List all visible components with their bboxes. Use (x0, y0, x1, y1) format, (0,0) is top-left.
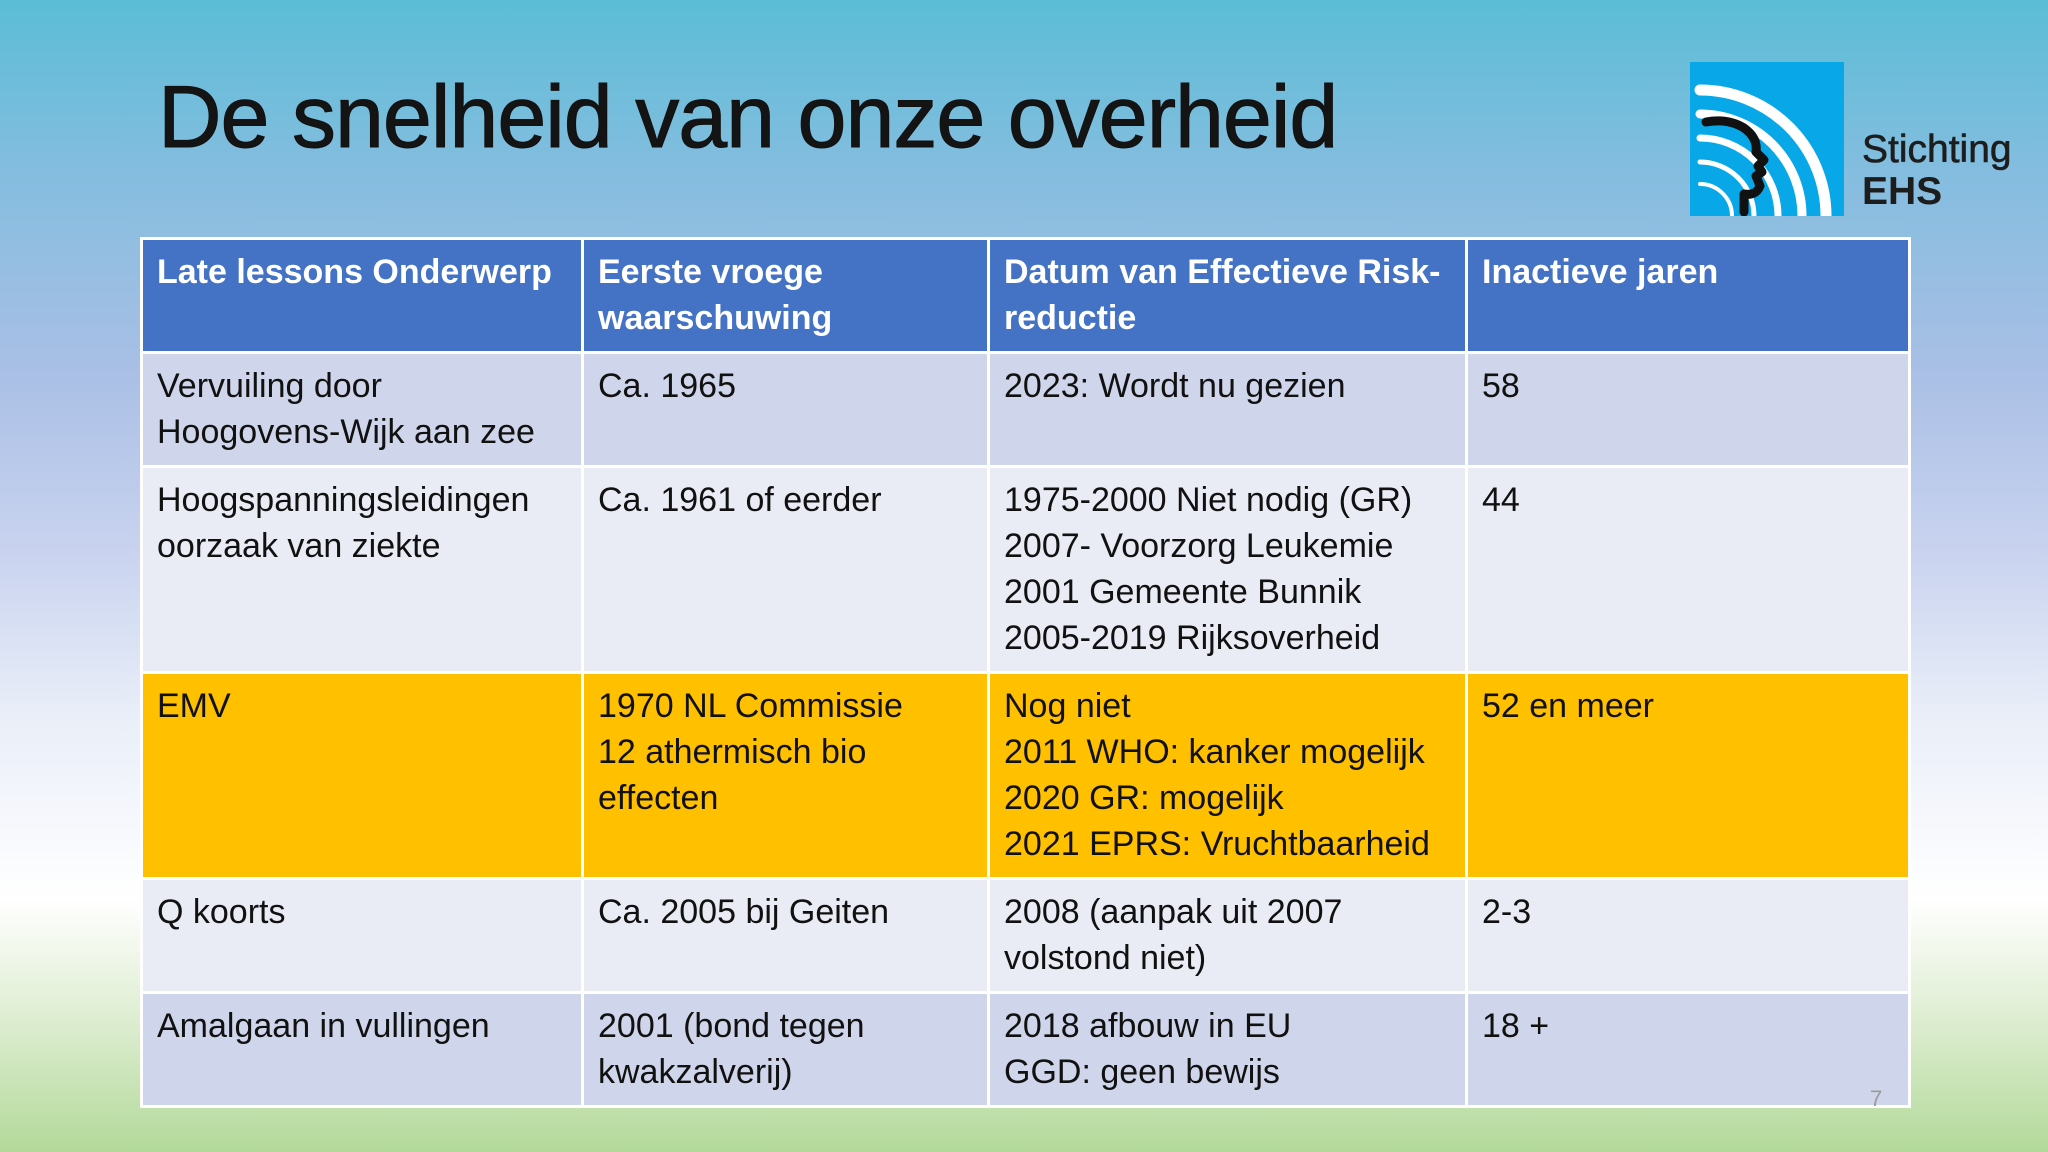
header-line: reductie (1004, 299, 1137, 337)
cell-line: Ca. 1965 (598, 367, 736, 405)
cell-line: 2005-2019 Rijksoverheid (1004, 619, 1381, 657)
cell-line: Nog niet (1004, 687, 1131, 725)
header-line: Late lessons Onderwerp (157, 253, 552, 291)
cell-line: 1975-2000 Niet nodig (GR) (1004, 481, 1413, 519)
logo-line-2: EHS (1862, 170, 1943, 213)
cell-line: Vervuiling door (157, 367, 382, 405)
cell-line: Hoogspanningsleidingen (157, 481, 530, 519)
cell-inactieve-jaren: 18 + (1465, 991, 1911, 1108)
cell-eerste-waarschuwing: Ca. 1965 (581, 351, 990, 468)
cell-inactieve-jaren: 58 (1465, 351, 1911, 468)
header-onderwerp: Late lessons Onderwerp (140, 237, 584, 354)
cell-line: 2020 GR: mogelijk (1004, 779, 1284, 817)
cell-line: 2008 (aanpak uit 2007 (1004, 893, 1343, 931)
cell-line: Amalgaan in vullingen (157, 1007, 490, 1045)
cell-line: kwakzalverij) (598, 1053, 793, 1091)
cell-onderwerp: Hoogspanningsleidingen oorzaak van ziekt… (140, 465, 584, 674)
cell-line: 44 (1482, 481, 1520, 519)
header-line: Inactieve jaren (1482, 253, 1719, 291)
cell-line: Q koorts (157, 893, 286, 931)
cell-line: effecten (598, 779, 719, 817)
header-line: Eerste vroege (598, 253, 823, 291)
cell-line: oorzaak van ziekte (157, 527, 441, 565)
cell-datum-risk-reductie: Nog niet 2011 WHO: kanker mogelijk 2020 … (987, 671, 1468, 880)
table-row: Amalgaan in vullingen 2001 (bond tegen k… (140, 991, 1911, 1108)
cell-line: 58 (1482, 367, 1520, 405)
cell-line: 18 + (1482, 1007, 1550, 1045)
cell-datum-risk-reductie: 2008 (aanpak uit 2007 volstond niet) (987, 877, 1468, 994)
cell-line: 12 athermisch bio (598, 733, 867, 771)
cell-line: Hoogovens-Wijk aan zee (157, 413, 535, 451)
table-row: Q koorts Ca. 2005 bij Geiten 2008 (aanpa… (140, 877, 1911, 994)
table-row-highlighted: EMV 1970 NL Commissie 12 athermisch bio … (140, 671, 1911, 880)
cell-line: 2001 Gemeente Bunnik (1004, 573, 1362, 611)
cell-line: volstond niet) (1004, 939, 1207, 977)
header-inactieve-jaren: Inactieve jaren (1465, 237, 1911, 354)
header-line: Datum van Effectieve Risk- (1004, 253, 1441, 291)
cell-line: EMV (157, 687, 231, 725)
header-datum-risk-reductie: Datum van Effectieve Risk- reductie (987, 237, 1468, 354)
cell-line: Ca. 2005 bij Geiten (598, 893, 890, 931)
slide-title: De snelheid van onze overheid (157, 67, 1338, 167)
cell-line: GGD: geen bewijs (1004, 1053, 1280, 1091)
cell-line: 2021 EPRS: Vruchtbaarheid (1004, 825, 1430, 863)
signal-waves-icon (1690, 62, 1844, 216)
cell-inactieve-jaren: 2-3 (1465, 877, 1911, 994)
cell-eerste-waarschuwing: Ca. 2005 bij Geiten (581, 877, 990, 994)
cell-eerste-waarschuwing: 1970 NL Commissie 12 athermisch bio effe… (581, 671, 990, 880)
cell-datum-risk-reductie: 1975-2000 Niet nodig (GR) 2007- Voorzorg… (987, 465, 1468, 674)
cell-line: 2018 afbouw in EU (1004, 1007, 1292, 1045)
cell-line: 52 en meer (1482, 687, 1654, 725)
page-number: 7 (1870, 1086, 1883, 1111)
cell-eerste-waarschuwing: 2001 (bond tegen kwakzalverij) (581, 991, 990, 1108)
cell-line: 1970 NL Commissie (598, 687, 903, 725)
table-row: Hoogspanningsleidingen oorzaak van ziekt… (140, 465, 1911, 674)
cell-line: 2011 WHO: kanker mogelijk (1004, 733, 1425, 771)
cell-datum-risk-reductie: 2018 afbouw in EU GGD: geen bewijs (987, 991, 1468, 1108)
header-line: waarschuwing (598, 299, 833, 337)
cell-onderwerp: Q koorts (140, 877, 584, 994)
cell-onderwerp: EMV (140, 671, 584, 880)
cell-line: 2007- Voorzorg Leukemie (1004, 527, 1394, 565)
stichting-ehs-logo: Stichting EHS (1690, 62, 2030, 218)
cell-inactieve-jaren: 52 en meer (1465, 671, 1911, 880)
cell-line: 2001 (bond tegen (598, 1007, 865, 1045)
cell-line: Ca. 1961 of eerder (598, 481, 882, 519)
logo-line-1: Stichting (1862, 128, 2012, 171)
table-header-row: Late lessons Onderwerp Eerste vroege waa… (140, 237, 1911, 354)
cell-datum-risk-reductie: 2023: Wordt nu gezien (987, 351, 1468, 468)
cell-line: 2-3 (1482, 893, 1532, 931)
cell-line: 2023: Wordt nu gezien (1004, 367, 1346, 405)
cell-eerste-waarschuwing: Ca. 1961 of eerder (581, 465, 990, 674)
cell-onderwerp: Vervuiling door Hoogovens-Wijk aan zee (140, 351, 584, 468)
late-lessons-table: Late lessons Onderwerp Eerste vroege waa… (140, 237, 1911, 1108)
header-eerste-waarschuwing: Eerste vroege waarschuwing (581, 237, 990, 354)
cell-inactieve-jaren: 44 (1465, 465, 1911, 674)
cell-onderwerp: Amalgaan in vullingen (140, 991, 584, 1108)
table-row: Vervuiling door Hoogovens-Wijk aan zee C… (140, 351, 1911, 468)
